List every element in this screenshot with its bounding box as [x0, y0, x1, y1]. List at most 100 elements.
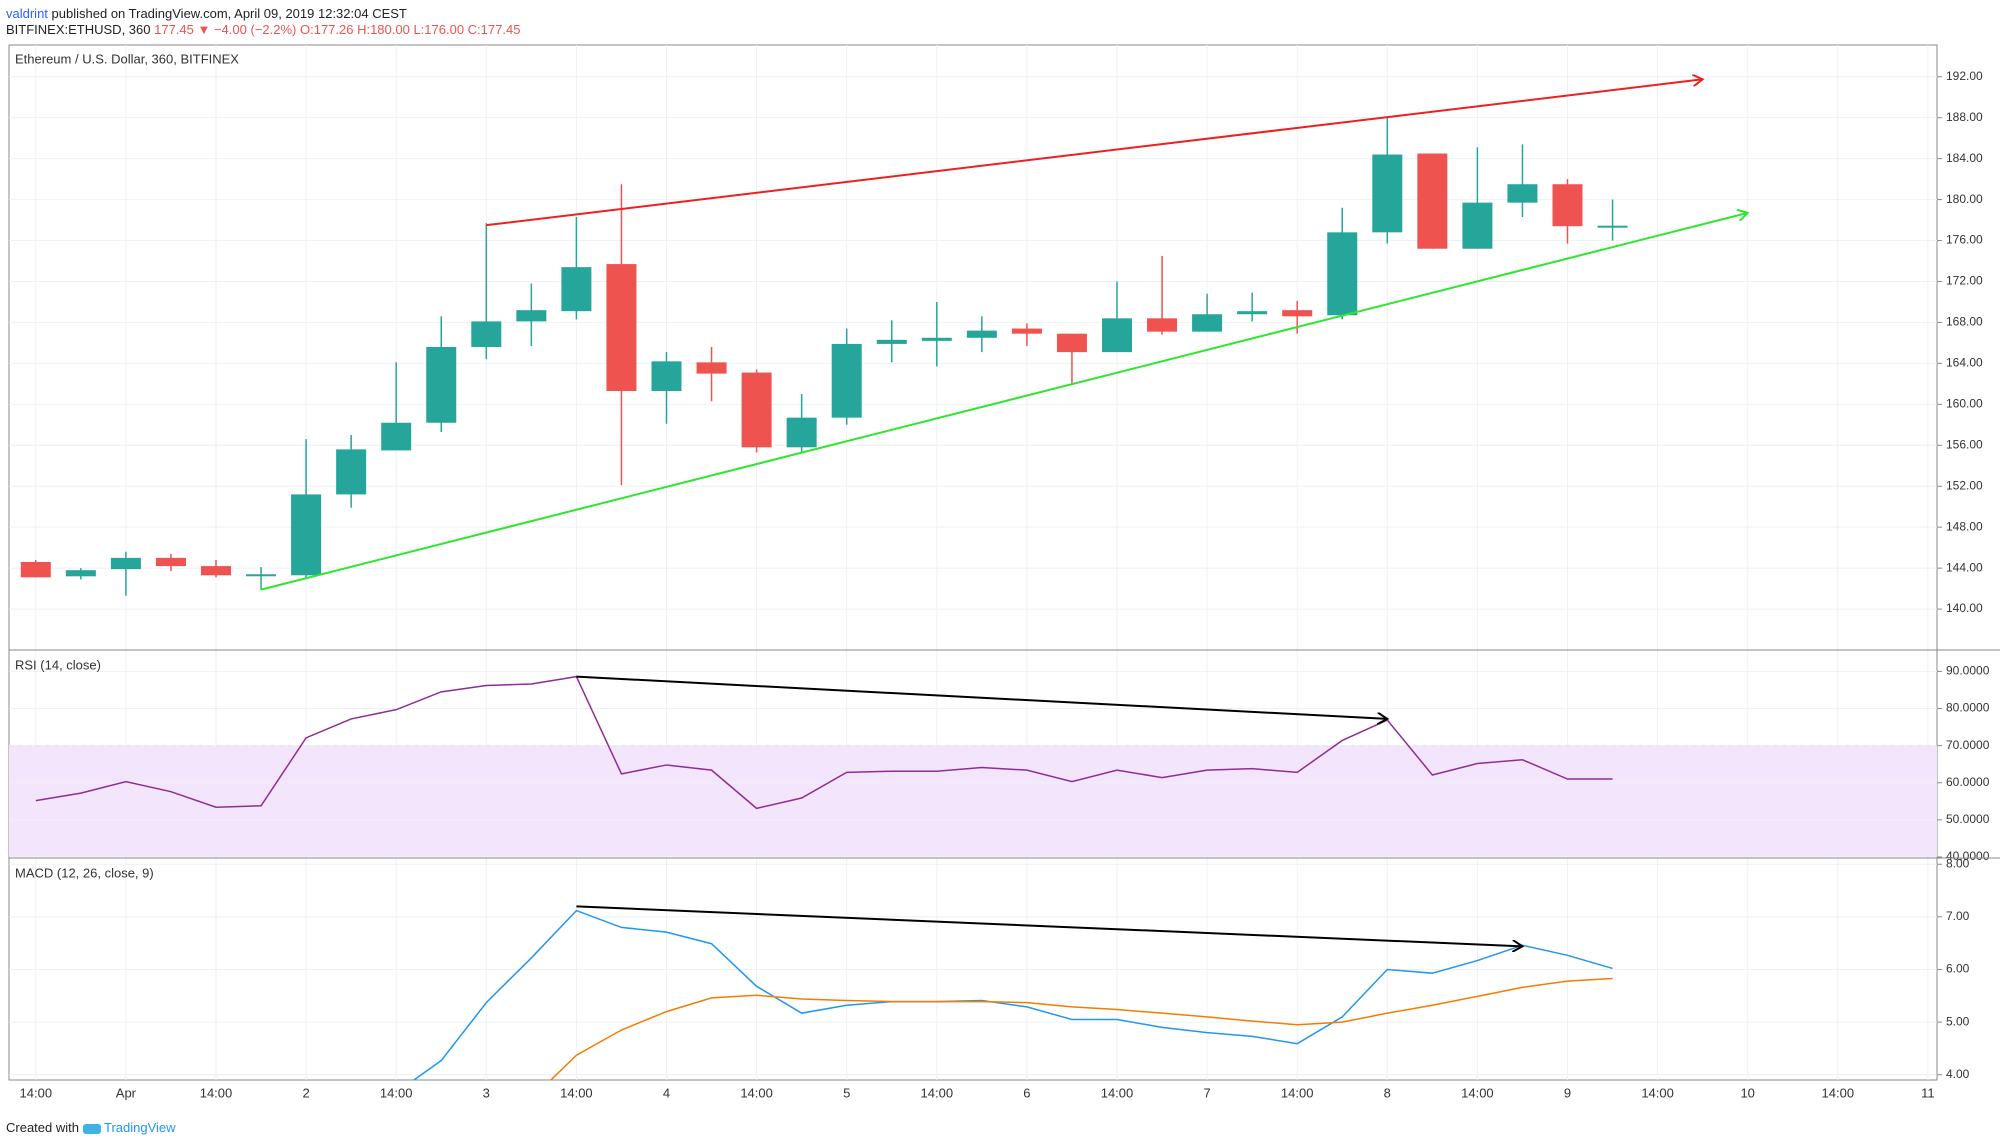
candle-body [426, 347, 457, 423]
candle-body [110, 557, 141, 570]
x-tick-label: 14:00 [740, 1085, 773, 1100]
x-tick-label: 8 [1384, 1085, 1391, 1100]
x-tick-label: 14:00 [20, 1085, 53, 1100]
candle-body [246, 574, 277, 577]
candle-body [876, 339, 907, 344]
candle-body [20, 561, 51, 578]
ohlc: O:177.26 H:180.00 L:176.00 C:177.45 [299, 22, 521, 37]
x-tick-label: 14:00 [1461, 1085, 1494, 1100]
candle-body [1552, 184, 1583, 227]
y-tick-label: 180.00 [1946, 192, 1983, 206]
y-tick-label: 7.00 [1946, 909, 1970, 923]
logo [82, 1123, 101, 1134]
candle-body [201, 566, 231, 576]
candle-body [1462, 202, 1493, 249]
candle-body [1507, 184, 1538, 203]
chart: 14:00 Apr 14:00 2 14:00 3 14:00 4 14:00 5 14:00 6 14… [8, 44, 2000, 1100]
candle-body [516, 310, 547, 322]
trendline [576, 675, 1387, 719]
candle-body [1372, 154, 1403, 233]
candle-body [291, 494, 322, 576]
series-line [412, 909, 1613, 1080]
y-tick-label: 156.00 [1946, 437, 1983, 451]
candle-body [1102, 318, 1132, 353]
x-tick-label: 4 [663, 1085, 670, 1100]
candle-body [65, 570, 96, 577]
y-tick-label: 164.00 [1946, 356, 1983, 370]
author: valdrint [6, 6, 48, 21]
x-tick-label: 10 [1740, 1085, 1754, 1100]
y-tick-label: 70.0000 [1946, 738, 1990, 752]
quote-line: BITFINEX:ETHUSD, 360 177.45 ▼ −4.00 (−2.… [6, 22, 520, 37]
x-tick-label: 14:00 [1281, 1085, 1314, 1100]
published: published on TradingView.com, April 09, … [51, 6, 407, 21]
y-tick-label: 60.0000 [1946, 775, 1990, 789]
x-tick-label: 14:00 [560, 1085, 593, 1100]
candle-body [155, 557, 186, 567]
rsi-band [9, 745, 1937, 857]
candle-body [696, 362, 727, 374]
candle-body [561, 267, 592, 312]
candle-body [1327, 232, 1358, 316]
candle-body [471, 321, 502, 347]
symbol: BITFINEX:ETHUSD, 360 [6, 22, 151, 37]
y-tick-label: 184.00 [1946, 151, 1983, 165]
plot-border [8, 44, 1938, 1081]
y-tick-label: 40.0000 [1946, 849, 1990, 863]
y-tick-label: 144.00 [1946, 560, 1983, 574]
y-tick-label: 148.00 [1946, 519, 1983, 533]
y-tick-label: 8.00 [1946, 856, 1970, 870]
x-tick-label: 14:00 [1641, 1085, 1674, 1100]
header-line: valdrint published on TradingView.com, A… [6, 6, 407, 21]
x-tick-label: 3 [483, 1085, 490, 1100]
candle-body [381, 422, 412, 451]
x-tick-label: 5 [843, 1085, 850, 1100]
x-tick-label: 2 [302, 1085, 309, 1100]
x-tick-label: Apr [116, 1085, 137, 1100]
quote: 177.45 ▼ −4.00 (−2.2%) [154, 22, 297, 37]
y-tick-label: 192.00 [1946, 69, 1983, 83]
candle-body [1011, 328, 1042, 334]
panel [9, 863, 1937, 1080]
candle-body [1282, 310, 1313, 317]
candle-body [1192, 314, 1223, 332]
candle-body [786, 417, 817, 448]
y-tick-label: 50.0000 [1946, 812, 1990, 826]
panel-title: RSI (14, close) [15, 657, 101, 672]
candle-body [1597, 225, 1628, 228]
footer: Created with TradingView [6, 1120, 176, 1135]
series-line [35, 675, 1613, 810]
x-tick-label: 14:00 [1822, 1085, 1855, 1100]
x-tick-label: 6 [1023, 1085, 1030, 1100]
panel [9, 77, 1937, 610]
y-tick-label: 176.00 [1946, 233, 1983, 247]
y-tick-label: 6.00 [1946, 962, 1970, 976]
y-tick-label: 152.00 [1946, 478, 1983, 492]
footer-brand: TradingView [104, 1120, 176, 1135]
y-tick-label: 80.0000 [1946, 701, 1990, 715]
panel-title: MACD (12, 26, close, 9) [15, 865, 154, 880]
x-tick-label: 11 [1921, 1085, 1935, 1100]
x-tick-label: 14:00 [1101, 1085, 1134, 1100]
trendline [576, 905, 1522, 946]
y-tick-label: 188.00 [1946, 110, 1983, 124]
candle-body [336, 449, 367, 495]
candle-body [1417, 153, 1448, 249]
trendline [486, 79, 1702, 227]
y-tick-label: 172.00 [1946, 274, 1983, 288]
x-tick-label: 14:00 [380, 1085, 413, 1100]
x-tick-label: 7 [1203, 1085, 1210, 1100]
candle-body [831, 343, 862, 418]
y-tick-label: 4.00 [1946, 1067, 1970, 1081]
candle-body [1056, 333, 1087, 353]
panel-title: Ethereum / U.S. Dollar, 360, BITFINEX [15, 51, 239, 66]
y-tick-label: 140.00 [1946, 601, 1983, 615]
x-tick-label: 9 [1564, 1085, 1571, 1100]
candle-body [651, 361, 682, 392]
x-tick-label: 14:00 [200, 1085, 233, 1100]
candle-body [1237, 311, 1268, 315]
candle-body [1147, 318, 1178, 332]
y-tick-label: 160.00 [1946, 397, 1983, 411]
candle-body [966, 330, 997, 338]
